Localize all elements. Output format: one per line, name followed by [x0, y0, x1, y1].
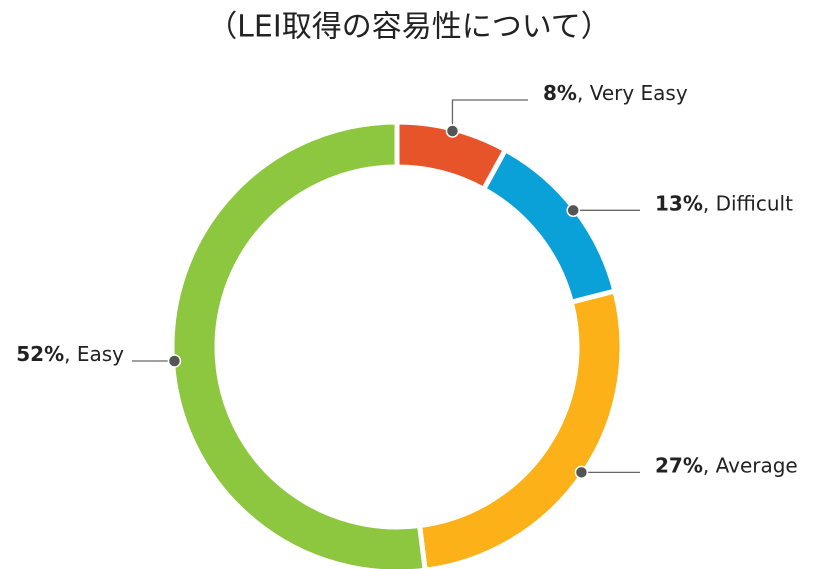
data-label-value: 8% — [543, 81, 577, 105]
data-label-separator: , — [577, 81, 590, 105]
data-label-value: 13% — [655, 191, 703, 215]
data-label-value: 27% — [655, 453, 703, 477]
leader-line — [451, 99, 528, 132]
data-label-category: Easy — [77, 342, 124, 366]
leader-dot — [566, 203, 580, 218]
data-label-category: Very Easy — [590, 81, 688, 105]
data-label: 8%, Very Easy — [543, 81, 688, 105]
data-label: 52%, Easy — [16, 342, 124, 366]
leader-dot — [167, 354, 182, 368]
data-label: 27%, Average — [655, 453, 798, 477]
data-label-separator: , — [703, 191, 716, 215]
leader-dot — [574, 465, 589, 480]
data-label: 13%, Difficult — [655, 191, 793, 215]
data-label-category: Average — [716, 453, 798, 477]
leader-dot — [445, 124, 460, 138]
data-label-separator: , — [703, 453, 716, 477]
chart-title: （LEI取得の容易性について） — [207, 10, 611, 45]
data-label-category: Difficult — [716, 191, 794, 215]
donut-segment — [169, 119, 428, 569]
donut-segment — [416, 288, 625, 569]
donut-segment — [480, 146, 618, 306]
data-label-separator: , — [64, 342, 77, 366]
data-label-value: 52% — [16, 342, 64, 366]
